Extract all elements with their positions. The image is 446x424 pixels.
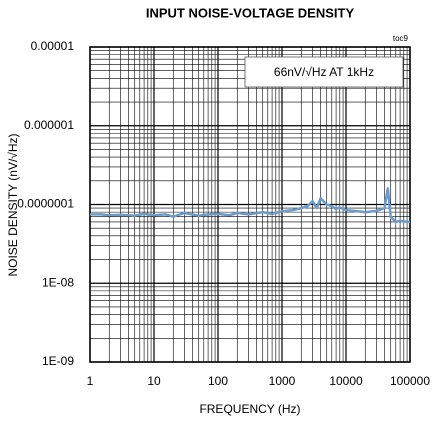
annotation: 66nV/√Hz AT 1kHz bbox=[274, 65, 374, 79]
y-tick-label: 0.0000001 bbox=[17, 197, 74, 211]
annotation: toc9 bbox=[393, 34, 409, 43]
annotation-box bbox=[244, 56, 404, 88]
y-axis-label: NOISE DENSITY (nV/√Hz) bbox=[6, 133, 20, 276]
plot-frame bbox=[89, 46, 411, 363]
chart-title: INPUT NOISE-VOLTAGE DENSITY bbox=[146, 5, 355, 20]
x-tick-label: 100000 bbox=[390, 374, 430, 388]
x-tick-label: 1000 bbox=[269, 374, 296, 388]
x-tick-label: 10000 bbox=[329, 374, 363, 388]
x-axis-label: FREQUENCY (Hz) bbox=[199, 402, 300, 416]
y-tick-label: 0.000001 bbox=[24, 118, 74, 132]
y-tick-label: 1E-08 bbox=[42, 275, 74, 289]
series-line bbox=[90, 187, 411, 224]
x-tick-label: 1 bbox=[87, 374, 94, 388]
y-tick-label: 0.00001 bbox=[31, 39, 75, 53]
y-tick-label: 1E-09 bbox=[42, 354, 74, 368]
x-tick-label: 100 bbox=[208, 374, 228, 388]
x-tick-label: 10 bbox=[147, 374, 161, 388]
